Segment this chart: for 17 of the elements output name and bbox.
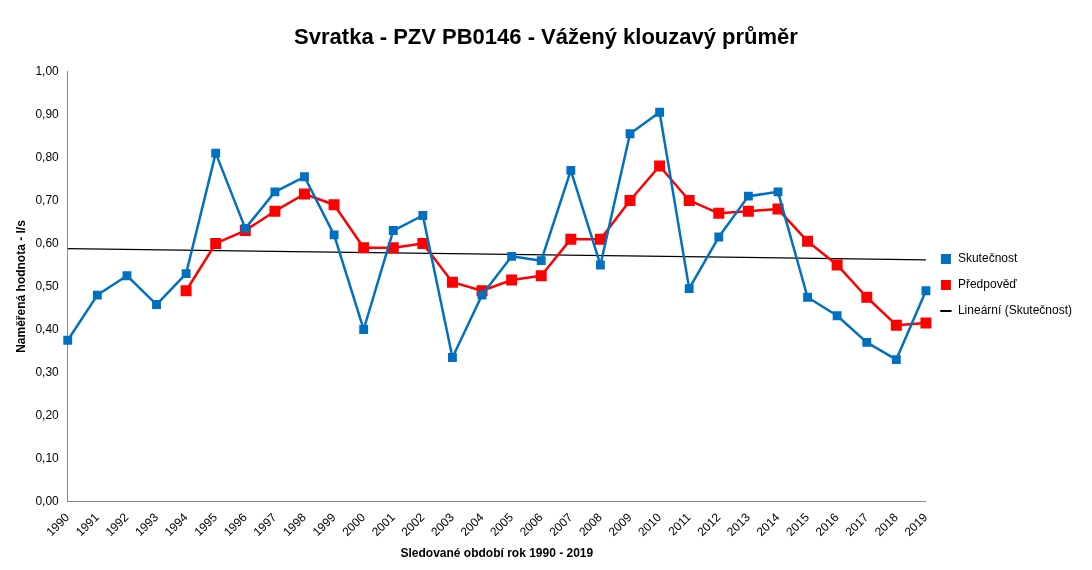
y-tick-label: 0,60 — [35, 235, 60, 250]
y-tick-label: 0,70 — [35, 192, 60, 207]
y-tick-label: 0,80 — [35, 149, 60, 164]
y-tick-label: 0,40 — [35, 321, 60, 336]
y-tick-label: 0,00 — [35, 493, 60, 508]
legend-label: Předpověď — [957, 277, 1018, 292]
x-axis-title: Sledované období rok 1990 - 2019 — [400, 546, 594, 561]
y-tick-label: 1,00 — [35, 63, 60, 78]
y-tick-label: 0,30 — [35, 364, 60, 379]
legend-label: Skutečnost — [957, 251, 1018, 266]
y-axis-title: Naměřená hodnota - l/s — [13, 219, 28, 353]
legend-label: Lineární (Skutečnost) — [957, 303, 1072, 318]
y-tick-label: 0,10 — [35, 450, 60, 465]
y-tick-label: 0,50 — [35, 278, 60, 293]
chart-title: Svratka - PZV PB0146 - Vážený klouzavý průměr — [294, 24, 799, 50]
y-tick-label: 0,20 — [35, 407, 60, 422]
y-tick-label: 0,90 — [35, 106, 60, 121]
